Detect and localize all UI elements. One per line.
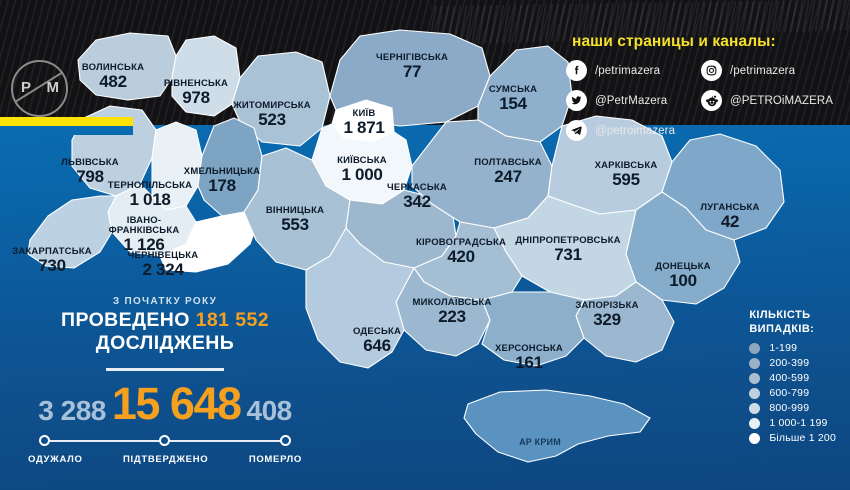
track-dot-confirmed (159, 435, 170, 446)
legend-item: Більше 1 200 (749, 432, 836, 444)
tests-line: ПРОВЕДЕНО 181 552 ДОСЛІДЖЕНЬ (0, 309, 330, 355)
map-region[interactable] (305, 227, 415, 369)
legend-item: 200-399 (749, 357, 836, 369)
legend-swatch (749, 372, 761, 384)
map-region[interactable] (171, 35, 241, 117)
social-handle: @PetrMazera (595, 94, 668, 107)
legend-title: КІЛЬКІСТЬ ВИПАДКІВ: (749, 308, 836, 336)
since-label: З ПОЧАТКУ РОКУ (112, 296, 218, 307)
tests-suffix: ДОСЛІДЖЕНЬ (95, 332, 235, 354)
statistics-panel: З ПОЧАТКУ РОКУ ПРОВЕДЕНО 181 552 ДОСЛІДЖ… (0, 296, 330, 465)
logo-letter-right: M (46, 79, 60, 96)
summary-numbers: 3 288 15 648 408 (0, 378, 330, 429)
legend-swatch (749, 417, 761, 429)
logo-letter-left: P (21, 79, 32, 96)
died-label: ПОМЕРЛО (248, 454, 302, 465)
twitter-icon (566, 90, 587, 111)
social-account[interactable]: @PetrMazera (566, 90, 701, 111)
map-region[interactable] (151, 121, 203, 211)
social-heading: наши страницы и каналы: (572, 33, 776, 50)
legend-swatch (749, 357, 761, 369)
legend-swatch (749, 432, 761, 444)
social-handle: /petrimazera (595, 64, 661, 77)
summary-captions: ОДУЖАЛО ПІДТВЕРДЖЕНО ПОМЕРЛО (28, 454, 302, 465)
facebook-icon (566, 60, 587, 81)
legend-swatch (749, 387, 761, 399)
recovered-value: 3 288 (38, 395, 106, 426)
divider (106, 368, 224, 371)
social-handle: @petroimazera (595, 124, 676, 137)
reddit-icon (701, 90, 722, 111)
social-panel: наши страницы и каналы: /petrimazera @Pet… (566, 33, 836, 150)
legend-item: 1-199 (749, 342, 836, 354)
legend-label: 600-799 (769, 387, 810, 399)
recovered-label: ОДУЖАЛО (28, 454, 83, 465)
track-dot-died (280, 435, 291, 446)
legend-item: 600-799 (749, 387, 836, 399)
tests-prefix: ПРОВЕДЕНО (61, 309, 190, 331)
social-column-left: /petrimazera @PetrMazera @petroimazera (566, 60, 701, 150)
legend-swatch (749, 342, 761, 354)
social-column-right: /petrimazera @PETROiMAZERA (701, 60, 836, 120)
legend-item: 400-599 (749, 372, 836, 384)
legend-label: 1 000-1 199 (769, 417, 828, 429)
social-account[interactable]: /petrimazera (566, 60, 701, 81)
social-account[interactable]: /petrimazera (701, 60, 836, 81)
map-legend: КІЛЬКІСТЬ ВИПАДКІВ: 1-199 200-399 400-599 6… (749, 308, 836, 447)
instagram-icon (701, 60, 722, 81)
legend-items: 1-199 200-399 400-599 600-799 800-999 1 000-1… (749, 342, 836, 444)
map-region[interactable] (77, 32, 177, 101)
map-region[interactable] (481, 291, 585, 367)
legend-title-line1: КІЛЬКІСТЬ (749, 309, 811, 321)
legend-label: 1-199 (769, 342, 798, 354)
confirmed-value: 15 648 (111, 378, 242, 429)
logo: P M (11, 60, 68, 117)
legend-item: 800-999 (749, 402, 836, 414)
social-account[interactable]: @PETROiMAZERA (701, 90, 836, 111)
social-account[interactable]: @petroimazera (566, 120, 701, 141)
legend-label: 800-999 (769, 402, 810, 414)
died-value: 408 (246, 395, 293, 426)
social-handle: /petrimazera (730, 64, 796, 77)
legend-item: 1 000-1 199 (749, 417, 836, 429)
legend-label: 200-399 (769, 357, 810, 369)
flag-stripe-yellow (0, 117, 133, 126)
legend-label: Більше 1 200 (769, 432, 836, 444)
map-region[interactable] (27, 195, 117, 269)
map-region[interactable] (463, 389, 651, 463)
social-handle: @PETROiMAZERA (730, 94, 834, 107)
track-dot-recovered (39, 435, 50, 446)
flag-stripe-blue (0, 126, 133, 135)
legend-title-line2: ВИПАДКІВ: (749, 323, 815, 335)
summary-track (39, 435, 291, 447)
legend-swatch (749, 402, 761, 414)
confirmed-label: ПІДТВЕРДЖЕНО (123, 454, 209, 465)
telegram-icon (566, 120, 587, 141)
legend-label: 400-599 (769, 372, 810, 384)
tests-value: 181 552 (195, 309, 269, 331)
